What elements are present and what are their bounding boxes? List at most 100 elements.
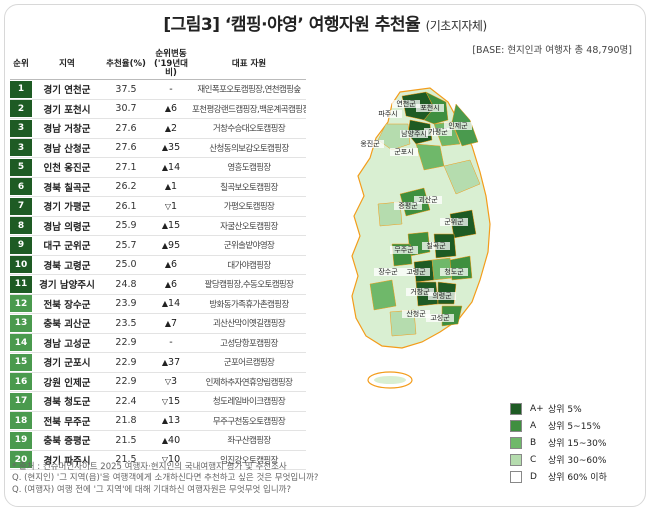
map-label: 고령군: [406, 268, 426, 276]
site-cell: 방화동가족휴가촌캠핑장: [209, 299, 289, 310]
table-row: 13 충북 괴산군 23.5 ▲7 괴산산막이옛길캠핑장: [10, 314, 306, 334]
table-row: 3 경남 산청군 27.6 ▲35 산청동의보감오토캠핑장: [10, 139, 306, 158]
legend-label: 상위 30~60%: [548, 456, 607, 466]
footnote-q-traveler: Q. (여행자) 여행 전에 '그 지역'에 대해 기대하신 여행자원은 무엇무…: [12, 484, 292, 495]
down-arrow-icon: ▽: [164, 201, 172, 211]
rank-badge: 16: [10, 373, 32, 391]
table-row: 8 경남 의령군 25.9 ▲15 자굴산오토캠핑장: [10, 217, 306, 236]
region-cell: 경남 산청군: [43, 143, 91, 155]
down-arrow-icon: ▽: [161, 455, 169, 465]
legend-item: D 상위 60% 이하: [510, 468, 607, 485]
change-value: 14: [168, 298, 181, 310]
base-note: [BASE: 현지인과 여행자 총 48,790명]: [472, 45, 632, 56]
footnote-q-local: Q. (현지인) '그 지역(읍)'을 여행객에게 소개하신다면 추천하고 싶은…: [12, 473, 319, 484]
legend-swatch: [510, 419, 522, 432]
change-value: 6: [171, 103, 178, 115]
legend-swatch: [510, 453, 522, 466]
site-cell: 괴산산막이옛길캠핑장: [212, 319, 286, 330]
up-arrow-icon: ▲: [161, 221, 169, 231]
legend-rows: A+ 상위 5% A 상위 5~15% B 상위 15~30% C 상위 30~60% D 상위 …: [510, 400, 607, 485]
rank-badge: 9: [10, 236, 32, 254]
change-cell: ▲13: [150, 415, 192, 426]
change-value: 7: [171, 317, 178, 329]
site-cell: 팔당캠핑장,수동오토캠핑장: [204, 280, 294, 291]
legend-swatch: [510, 402, 522, 415]
change-value: 2: [171, 122, 178, 134]
change-value: 13: [168, 415, 181, 427]
table-row: 17 경북 청도군 22.4 ▽15 청도레일바이크캠핑장: [10, 392, 306, 412]
region-cell: 경남 고성군: [43, 338, 91, 350]
change-value: 15: [168, 395, 181, 407]
table-row: 10 경북 고령군 25.0 ▲6 대가야캠핑장: [10, 256, 306, 275]
site-cell: 거창수승대오토캠핑장: [212, 124, 286, 135]
legend-grade: A: [530, 420, 537, 431]
footnote-source: * 출처 : 컨슈머인사이트 2025 여행자·현지인의 국내여행지 평가 및 …: [12, 462, 287, 472]
map-label: 옹진군: [360, 139, 380, 148]
region-cell: 대구 군위군: [43, 241, 91, 253]
footnotes: * 출처 : 컨슈머인사이트 2025 여행자·현지인의 국내여행지 평가 및 …: [12, 462, 318, 496]
change-value: 1: [171, 200, 178, 212]
change-cell: ▲95: [150, 240, 192, 251]
header-site: 대표 자원: [231, 58, 267, 69]
change-cell: ▲6: [150, 103, 192, 114]
site-cell: 고성당항포캠핑장: [220, 338, 278, 349]
down-arrow-icon: ▽: [161, 396, 169, 406]
map-label: 증평군: [398, 201, 418, 210]
legend-grade: C: [530, 454, 537, 465]
rank-badge: 1: [10, 80, 32, 98]
legend-item: A+ 상위 5%: [510, 400, 607, 417]
map-label-bg: [444, 122, 472, 130]
site-cell: 군포어르캠핑장: [223, 358, 275, 369]
change-value: 15: [168, 220, 181, 232]
up-arrow-icon: ▲: [161, 162, 169, 172]
map-label-bg: [392, 100, 420, 108]
rank-badge: 12: [10, 295, 32, 313]
region-cell: 인천 옹진군: [43, 163, 91, 175]
region-cell: 경기 가평군: [43, 202, 91, 214]
table-row: 11 경기 남양주시 24.8 ▲6 팔당캠핑장,수동오토캠핑장: [10, 275, 306, 295]
table-row: 19 충북 증평군 21.5 ▲40 좌구산캠핑장: [10, 431, 306, 451]
table-row: 7 경기 가평군 26.1 ▽1 가평오토캠핑장: [10, 197, 306, 217]
map-label: 산청군: [406, 309, 426, 318]
map-label: 파주시: [378, 109, 397, 118]
rate-cell: 25.0: [115, 259, 137, 271]
rate-cell: 23.5: [115, 317, 137, 329]
table-row: 6 경북 칠곡군 26.2 ▲1 칠곡보오토캠핑장: [10, 178, 306, 197]
change-value: -: [169, 337, 173, 349]
ranking-table: 순위 지역 추천율(%) 순위변동 ('19년대비) 대표 자원 1 경기 연천군…: [10, 49, 306, 470]
up-arrow-icon: ▲: [164, 123, 172, 133]
site-cell: 산청동의보감오토캠핑장: [209, 143, 289, 154]
site-cell: 대가야캠핑장: [227, 260, 271, 271]
rate-cell: 37.5: [115, 83, 137, 95]
rate-cell: 25.9: [115, 220, 137, 232]
change-cell: ▽1: [150, 201, 192, 212]
change-value: 40: [168, 434, 181, 446]
table-row: 1 경기 연천군 37.5 - 재인폭포오토캠핑장,연천캠핑숲: [10, 80, 306, 100]
up-arrow-icon: ▲: [164, 104, 172, 114]
rate-cell: 27.1: [115, 161, 137, 173]
rate-cell: 27.6: [115, 122, 137, 134]
site-cell: 청도레일바이크캠핑장: [212, 397, 286, 408]
map-label: 무주군: [394, 246, 414, 254]
header-rank: 순위: [13, 58, 29, 69]
site-cell: 칠곡보오토캠핑장: [220, 182, 278, 193]
change-value: 10: [168, 454, 181, 466]
region-cell: 경남 거창군: [43, 124, 91, 136]
region-cell: 경기 포천시: [43, 104, 91, 116]
change-cell: ▲1: [150, 181, 192, 192]
up-arrow-icon: ▲: [164, 182, 172, 192]
change-cell: -: [150, 337, 192, 348]
map-label-bg: [390, 148, 418, 156]
rank-badge: 15: [10, 353, 32, 371]
up-arrow-icon: ▲: [164, 260, 172, 270]
rate-cell: 23.9: [115, 298, 137, 310]
change-cell: ▲7: [150, 318, 192, 329]
map-label-bg: [428, 292, 456, 300]
map-label-bg: [424, 128, 452, 136]
rank-badge: 18: [10, 412, 32, 430]
change-value: 6: [171, 278, 178, 290]
change-cell: ▲35: [150, 142, 192, 153]
map-label-bg: [400, 130, 428, 138]
rank-badge: 17: [10, 392, 32, 410]
